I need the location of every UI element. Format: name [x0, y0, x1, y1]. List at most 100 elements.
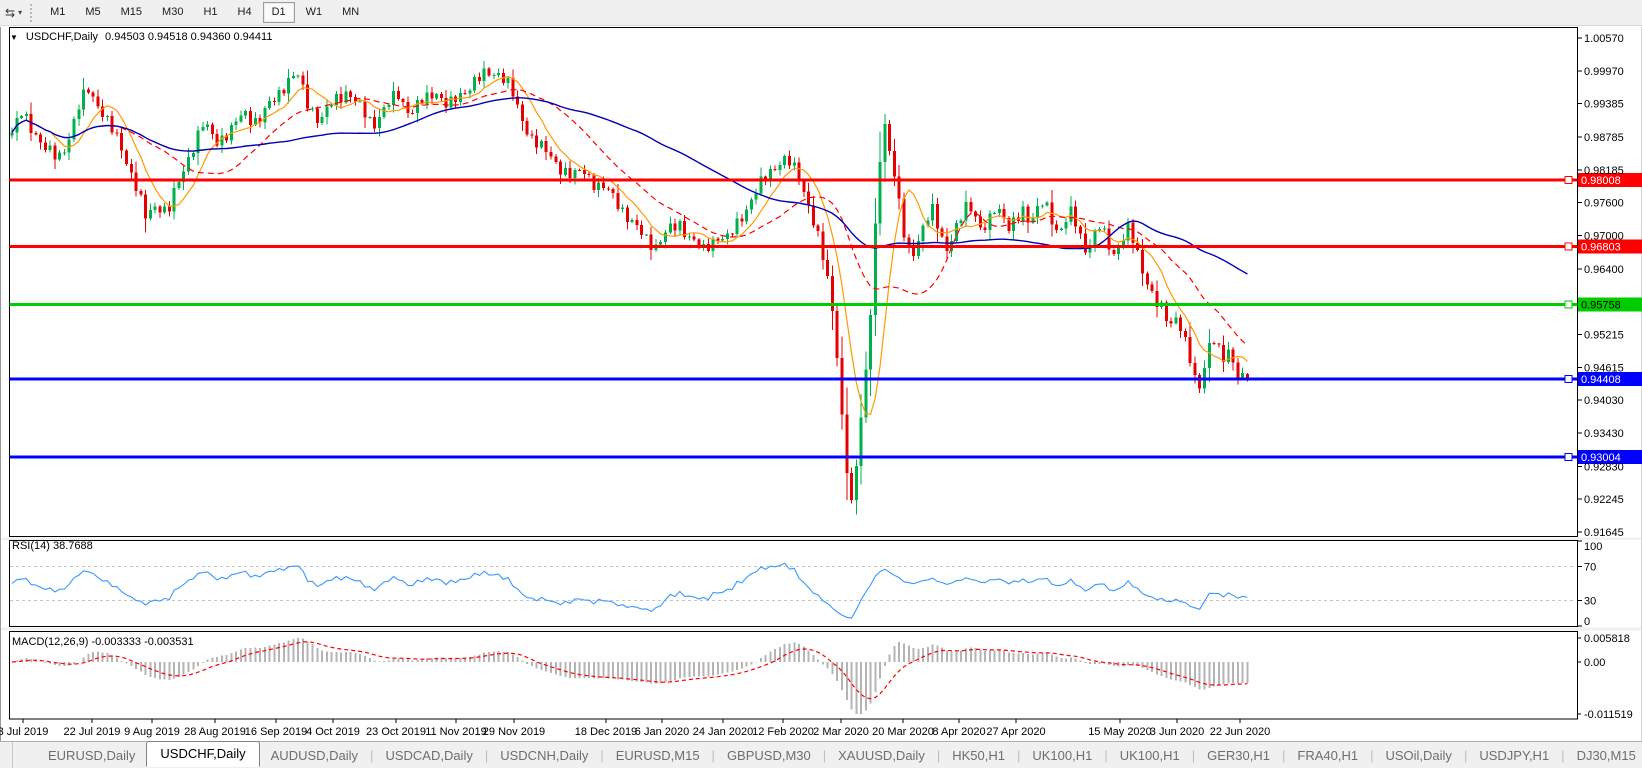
rsi-label: RSI(14) 38.7688 [12, 540, 93, 552]
hline-price-badge [1578, 372, 1642, 387]
price-axis[interactable]: 1.00570 0.99970 0.99385 0.98785 0.98185 0.976… [1577, 33, 1633, 721]
svg-text:0.97600: 0.97600 [1584, 197, 1624, 209]
svg-text:0: 0 [1584, 616, 1590, 628]
svg-text:28 Aug 2019: 28 Aug 2019 [184, 726, 246, 738]
chart-tab-audusd-daily[interactable]: AUDUSD,Daily [270, 747, 359, 763]
panel-separator[interactable] [0, 537, 1642, 541]
chart-title: ▼ USDCHF,Daily 0.94503 0.94518 0.94360 0… [10, 31, 272, 43]
tab-separator: | [1370, 747, 1374, 763]
svg-text:16 Sep 2019: 16 Sep 2019 [245, 726, 307, 738]
ma-mid-line [11, 88, 1248, 347]
chart-tab-usdjpy-h1[interactable]: USDJPY,H1 [1479, 747, 1550, 763]
timeframe-buttons: M1 M5 M15 M30 H1 H4 D1 W1 MN [40, 1, 369, 24]
hline-price-label: 0.96803 [1581, 242, 1621, 254]
timeframe-button-m1[interactable]: M1 [50, 5, 66, 18]
svg-text:6 Jan 2020: 6 Jan 2020 [635, 726, 689, 738]
timeframe-button-d1[interactable]: D1 [262, 1, 295, 24]
ohlc-values: 0.94503 0.94518 0.94360 0.94411 [105, 31, 273, 43]
toolbar-grip[interactable] [30, 3, 33, 22]
tab-separator: | [600, 747, 604, 763]
svg-text:0.93430: 0.93430 [1584, 428, 1624, 440]
chart-tab-xauusd-daily[interactable]: XAUUSD,Daily [838, 747, 925, 763]
chart-tab-eurusd-m15[interactable]: EURUSD,M15 [615, 747, 700, 763]
timeframe-button-m30[interactable]: M30 [162, 5, 184, 18]
svg-text:0.91645: 0.91645 [1584, 527, 1624, 539]
hline-handle[interactable] [1564, 375, 1573, 384]
chart-tab-usoil-daily[interactable]: USOil,Daily [1385, 747, 1452, 763]
panel-separator[interactable] [0, 627, 1642, 631]
svg-text:2 Mar 2020: 2 Mar 2020 [813, 726, 869, 738]
toolbar-dropdown-icon[interactable]: ▾ [18, 8, 23, 17]
hline-handle[interactable] [1564, 300, 1573, 309]
time-axis[interactable]: 3 Jul 2019 22 Jul 2019 9 Aug 2019 28 Aug 20… [0, 719, 1270, 739]
hline-price-badge [1578, 297, 1642, 312]
tab-separator: | [1104, 747, 1108, 763]
chart-tools-icon[interactable]: ⇆ [5, 5, 16, 20]
moving-averages [11, 75, 1248, 415]
ma-slow-line [11, 97, 1248, 275]
macd-label: MACD(12,26,9) -0.003333 -0.003531 [12, 636, 194, 648]
hline-handle[interactable] [1564, 452, 1573, 461]
tab-separator: | [1191, 747, 1196, 763]
hline-handle[interactable] [1564, 242, 1573, 251]
chart-tab-ger30-h1[interactable]: GER30,H1 [1207, 747, 1270, 763]
chart-tab-gbpusd-m30[interactable]: GBPUSD,M30 [726, 747, 811, 763]
hline-handle[interactable] [1564, 175, 1573, 184]
svg-text:0.005818: 0.005818 [1584, 633, 1630, 645]
rsi-line [11, 562, 1248, 619]
svg-text:0.92245: 0.92245 [1584, 494, 1624, 506]
timeframe-button-m5[interactable]: M5 [85, 5, 101, 18]
hline-price-label: 0.94408 [1581, 374, 1621, 386]
rsi-panel[interactable] [9, 540, 1578, 627]
chart-area[interactable]: 0.98008 0.96803 0.95758 0.94408 0.93004 1.005… [0, 27, 1642, 741]
svg-text:0.94615: 0.94615 [1584, 363, 1624, 375]
timeframe-button-h1[interactable]: H1 [203, 5, 218, 18]
hline-price-label: 0.98008 [1581, 175, 1621, 187]
svg-text:20 Mar 2020: 20 Mar 2020 [872, 726, 934, 738]
tab-separator: | [1561, 747, 1565, 763]
timeframe-button-mn[interactable]: MN [342, 5, 360, 18]
svg-text:0.92830: 0.92830 [1584, 461, 1624, 473]
tab-separator: | [1016, 747, 1021, 763]
tab-separator: | [822, 747, 827, 763]
chart-tab-eurusd-daily[interactable]: EURUSD,Daily [48, 747, 136, 763]
svg-text:70: 70 [1584, 562, 1596, 574]
hline-price-label: 0.93004 [1581, 452, 1621, 464]
svg-text:100: 100 [1584, 541, 1602, 553]
svg-text:9 Aug 2019: 9 Aug 2019 [124, 726, 180, 738]
chart-tab-hk50-h1[interactable]: HK50,H1 [952, 747, 1005, 763]
svg-text:0.95215: 0.95215 [1584, 329, 1624, 341]
chart-tab-uk100-h1[interactable]: UK100,H1 [1119, 747, 1180, 763]
tab-separator: | [936, 747, 941, 763]
chart-tab-uk100-h1[interactable]: UK100,H1 [1032, 747, 1093, 763]
svg-text:8 Apr 2020: 8 Apr 2020 [932, 726, 985, 738]
svg-text:0.99385: 0.99385 [1584, 99, 1624, 111]
timeframe-button-m15[interactable]: M15 [120, 5, 143, 18]
main-chart-panel[interactable] [9, 27, 1578, 537]
chart-tab-usdcnh-daily[interactable]: USDCNH,Daily [500, 747, 589, 763]
tabbar-edge [0, 742, 13, 768]
svg-text:15 May 2020: 15 May 2020 [1088, 726, 1152, 738]
chart-dropdown-icon[interactable]: ▼ [10, 32, 18, 42]
svg-text:0.97000: 0.97000 [1584, 231, 1624, 243]
timeframe-button-h4[interactable]: H4 [237, 5, 252, 18]
chart-tab-dj30-m15[interactable]: DJ30,M15 [1576, 747, 1636, 763]
timeframe-toolbar: ⇆ ▾ M1 M5 M15 M30 H1 H4 D1 W1 MN [0, 0, 1642, 26]
tab-separator: | [484, 747, 489, 763]
chart-canvas[interactable]: 0.980080.968030.957580.944080.930041.005… [0, 27, 1642, 741]
svg-text:12 Feb 2020: 12 Feb 2020 [752, 726, 814, 738]
chart-tab-usdcad-daily[interactable]: USDCAD,Daily [385, 747, 473, 763]
macd-signal-line [11, 641, 1248, 700]
chart-tab-fra40-h1[interactable]: FRA40,H1 [1297, 747, 1359, 763]
tab-separator: | [711, 747, 715, 763]
svg-text:24 Jan 2020: 24 Jan 2020 [693, 726, 754, 738]
timeframe-button-w1[interactable]: W1 [305, 5, 323, 18]
svg-text:-0.011519: -0.011519 [1584, 709, 1633, 721]
svg-text:3 Jun 2020: 3 Jun 2020 [1150, 726, 1204, 738]
svg-text:18 Dec 2019: 18 Dec 2019 [575, 726, 637, 738]
chart-tab-usdchf-daily[interactable]: USDCHF,Daily [146, 741, 260, 767]
svg-text:0.99970: 0.99970 [1584, 66, 1624, 78]
svg-text:27 Apr 2020: 27 Apr 2020 [986, 726, 1045, 738]
svg-text:22 Jul 2019: 22 Jul 2019 [64, 726, 121, 738]
tab-separator: | [1463, 747, 1468, 763]
